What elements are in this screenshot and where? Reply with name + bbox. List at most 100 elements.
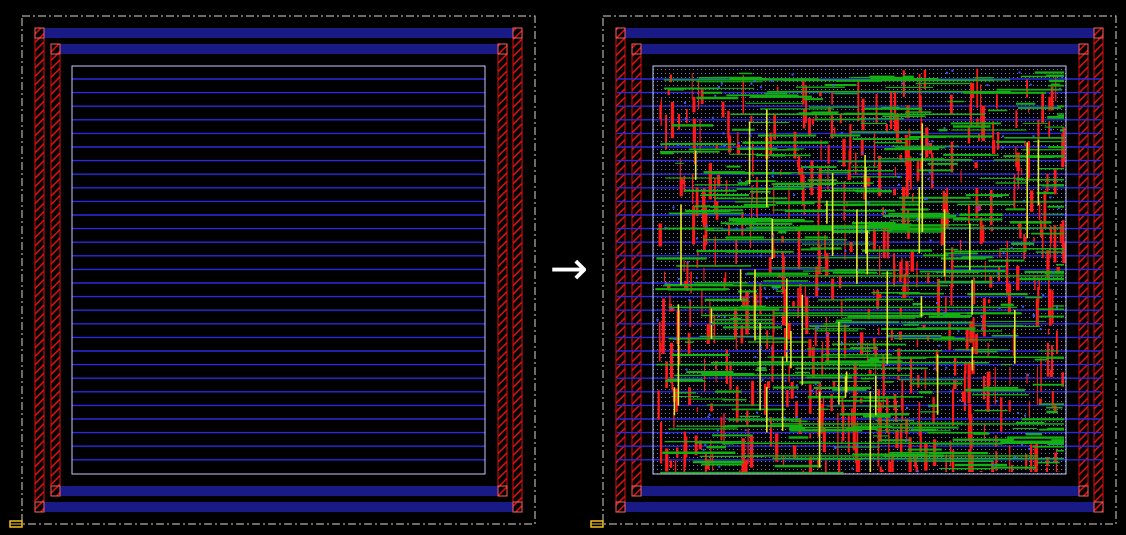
metal-horizontal-wire	[900, 208, 929, 211]
metal-horizontal-wire	[937, 280, 993, 284]
metal-horizontal-wire	[777, 172, 850, 174]
metal-horizontal-wire	[668, 428, 738, 430]
metal-horizontal-wire	[802, 328, 866, 330]
via-mark	[750, 447, 753, 450]
metal-vertical-wire	[950, 141, 954, 173]
metal-vertical-wire	[1005, 258, 1009, 296]
metal-vertical-wire	[842, 404, 845, 441]
metal-horizontal-wire	[694, 441, 724, 444]
metal-vertical-wire	[976, 118, 979, 126]
metal-horizontal-wire	[906, 460, 946, 462]
metal-horizontal-wire	[864, 107, 923, 110]
via-mark	[1001, 146, 1004, 149]
metal-horizontal-wire	[859, 118, 904, 120]
via-mark	[765, 296, 768, 299]
metal-horizontal-wire	[664, 227, 724, 229]
metal-vertical-wire	[1049, 370, 1052, 378]
metal-horizontal-wire	[868, 223, 912, 226]
metal-horizontal-wire	[794, 228, 833, 231]
metal-horizontal-wire	[775, 182, 827, 184]
metal-horizontal-wire	[915, 82, 971, 85]
metal-vertical-wire	[727, 110, 730, 139]
metal-vertical-wire	[890, 329, 893, 341]
metal-horizontal-wire	[665, 177, 722, 179]
metal-vertical-wire	[894, 167, 896, 176]
metal-vertical-wire	[902, 70, 905, 97]
metal-horizontal-wire	[1015, 102, 1036, 105]
metal-horizontal-wire	[684, 189, 737, 192]
metal-vertical-wire	[980, 84, 982, 123]
metal-horizontal-wire	[806, 376, 852, 379]
metal-vertical-wire	[815, 266, 819, 297]
metal-vertical-wire	[801, 175, 805, 206]
via-mark	[759, 86, 762, 89]
via-mark	[704, 443, 707, 446]
metal-vertical-wire	[882, 378, 884, 409]
metal-horizontal-wire	[852, 453, 926, 456]
via-mark	[951, 69, 954, 72]
metal-vertical-wire	[855, 457, 859, 472]
metal-vertical-wire	[981, 123, 983, 139]
metal-vertical-wire	[766, 381, 771, 389]
via-mark	[735, 227, 738, 230]
metal-vertical-wire	[743, 446, 745, 472]
metal-vertical-wire	[878, 155, 882, 197]
metal-vertical-wire	[882, 356, 885, 396]
metal-horizontal-wire	[676, 425, 746, 427]
metal-vertical-wire	[809, 433, 811, 439]
via-mark	[933, 367, 936, 370]
metal-horizontal-wire	[834, 93, 858, 95]
metal-vertical-wire	[891, 452, 894, 472]
metal-horizontal-wire	[1057, 114, 1064, 117]
metal-horizontal-wire	[774, 464, 822, 468]
metal-horizontal-wire	[706, 446, 726, 449]
metal-vertical-wire	[683, 431, 686, 468]
metal-horizontal-wire	[698, 77, 727, 79]
via-mark	[834, 447, 837, 449]
via-mark	[1052, 271, 1055, 273]
ring-corner-via	[34, 27, 45, 39]
metal-vertical-wire	[969, 321, 973, 343]
via-mark	[906, 407, 908, 409]
metal-horizontal-trunk	[767, 90, 1011, 93]
via-mark	[775, 287, 778, 290]
metal-horizontal-trunk	[767, 356, 1064, 358]
metal-vertical-wire	[983, 423, 985, 440]
metal-horizontal-wire	[869, 75, 895, 78]
metal-horizontal-wire	[850, 347, 878, 349]
metal-vertical-wire	[822, 428, 826, 453]
metal-vertical-wire	[817, 214, 820, 256]
metal-vertical-wire	[828, 106, 831, 114]
metal-vertical-wire	[888, 431, 890, 472]
metal-vertical-wire	[1016, 152, 1020, 171]
via-mark	[840, 131, 843, 134]
metal-vertical-wire	[899, 139, 902, 144]
metal-horizontal-wire	[727, 425, 803, 428]
metal-vertical-wire	[1053, 169, 1057, 195]
metal-horizontal-wire	[696, 250, 772, 253]
metal-horizontal-wire	[739, 415, 761, 417]
metal-horizontal-wire	[988, 109, 1008, 112]
metal-horizontal-wire	[756, 367, 767, 370]
metal-horizontal-wire	[694, 184, 749, 186]
metal-vertical-wire	[792, 445, 797, 458]
via-mark	[928, 405, 931, 408]
metal-vertical-wire	[838, 275, 842, 289]
via-mark	[851, 467, 854, 470]
metal-horizontal-wire	[1060, 129, 1064, 132]
via-mark	[976, 205, 979, 208]
metal-horizontal-wire	[822, 269, 900, 271]
metal-horizontal-wire	[743, 203, 776, 206]
metal-horizontal-wire	[899, 196, 971, 199]
metal-vertical-wire	[906, 146, 910, 181]
metal-vertical-wire	[788, 323, 791, 340]
via-mark	[753, 79, 756, 82]
metal-vertical-wire	[975, 334, 978, 355]
ring-corner-via	[631, 43, 642, 55]
metal-horizontal-wire	[885, 86, 933, 88]
metal-horizontal-wire	[1012, 427, 1037, 429]
metal-vertical-wire	[782, 313, 785, 326]
metal-vertical-wire	[1024, 141, 1026, 146]
metal-vertical-wire	[844, 223, 846, 260]
metal-vertical-wire	[897, 348, 901, 372]
